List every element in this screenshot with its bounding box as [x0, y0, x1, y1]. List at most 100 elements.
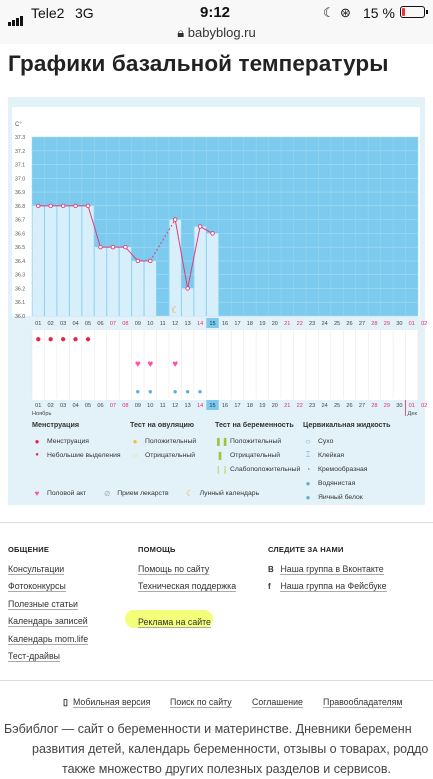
day-label: 01: [409, 321, 415, 327]
day-label: 05: [85, 321, 91, 327]
network-label: 3G: [75, 5, 94, 21]
moon-icon: ☾: [186, 488, 194, 498]
heart-icon: ♥: [135, 359, 141, 370]
month-label: Дек: [408, 411, 418, 417]
footer-link-facebook[interactable]: Наша группа на Фейсбуке: [280, 581, 387, 593]
day-label: 22: [297, 403, 303, 409]
day-label: 03: [60, 321, 66, 327]
day-label: 09: [135, 321, 141, 327]
day-label: 21: [284, 403, 290, 409]
day-label: 02: [421, 403, 427, 409]
y-tick-label: 36.2: [15, 286, 25, 292]
legend-label: Отрицательный: [230, 451, 281, 459]
footer-link-support[interactable]: Техническая поддержка: [138, 581, 237, 593]
footer-link-help[interactable]: Помощь по сайту: [138, 564, 210, 575]
footer-heading: ОБЩЕНИЕ: [8, 545, 50, 554]
day-label: 19: [259, 321, 265, 327]
legend-label: Сухо: [318, 437, 334, 445]
day-label: 10: [147, 321, 153, 327]
legend-label: Положительный: [145, 437, 197, 445]
url-bar[interactable]: 🔒︎ babyblog.ru: [0, 25, 433, 41]
temperature-bar: [132, 260, 144, 316]
day-label: 28: [371, 321, 377, 327]
footer-link-vk[interactable]: Наша группа в Вконтакте: [280, 564, 384, 575]
y-tick-label: 36.9: [15, 190, 25, 196]
events-area: [32, 330, 418, 400]
day-label: 17: [234, 403, 240, 409]
y-tick-label: 37.3: [15, 135, 25, 141]
temperature-point: [197, 224, 203, 229]
battery-icon: [400, 6, 428, 18]
bbt-chart[interactable]: 37.3 37.2 37.1 37.0 36.9 36.8 36.7 36.6 36.5 36.4…: [0, 0, 433, 520]
temperature-bar: [206, 233, 219, 316]
temperature-point: [110, 244, 116, 250]
footer-link-calendar[interactable]: Календарь записей: [8, 616, 88, 628]
status-bar: Tele2 3G 9:12 ☾ ⊛ 15 % 🔒︎ babyblog.ru: [0, 0, 433, 44]
temperature-bar: [94, 247, 107, 316]
drop-icon: ●: [34, 436, 40, 446]
legend-label: Клейкая: [318, 451, 345, 459]
y-tick-label: 36.8: [15, 204, 25, 210]
footer-link-ads[interactable]: Реклама на сайте: [138, 616, 211, 628]
vk-icon: B: [268, 565, 274, 574]
temperature-point: [98, 244, 103, 250]
day-label: 30: [396, 321, 402, 327]
circle-empty-icon: ○: [132, 450, 138, 460]
legend-pregnancy: Тест на беременность ❚❚ Положительный ❚ От…: [215, 420, 300, 476]
day-label: 26: [346, 321, 352, 327]
day-label: 30: [396, 403, 402, 409]
dry-icon: ○: [305, 436, 311, 446]
heart-icon: ♥: [172, 359, 178, 370]
legend-bottom: ♥ Половой акт ⊘ Прием лекарств ☾ Лунный кал…: [32, 486, 260, 500]
legend-label: Отрицательный: [145, 451, 196, 459]
day-label: 12: [172, 403, 178, 409]
footer-heading: ПОМОЩЬ: [138, 545, 176, 554]
day-label: 24: [321, 403, 327, 409]
temperature-point: [73, 203, 78, 209]
day-label: 27: [359, 321, 365, 327]
day-label: 11: [160, 321, 166, 327]
day-label: 28: [371, 403, 377, 409]
y-tick-label: 36.4: [15, 259, 25, 265]
mobile-icon: ▯: [63, 697, 68, 707]
divider: [0, 522, 433, 523]
cervical-icon: ●: [135, 387, 140, 396]
temperature-bar: [194, 226, 206, 316]
cervical-icon: ●: [173, 387, 178, 396]
temperature-point: [35, 203, 41, 209]
temperature-point: [48, 203, 53, 209]
link-agreement[interactable]: Соглашение: [252, 697, 303, 708]
legend-label: Слабоположительный: [230, 465, 301, 473]
day-label: 01: [35, 321, 41, 327]
description-line: развития детей, календарь беременности, …: [32, 742, 429, 756]
legend-heading: Тест на овуляцию: [130, 420, 195, 429]
footer-link-consultations[interactable]: Консультации: [8, 564, 65, 575]
creamy-icon: ◔: [305, 464, 311, 474]
footer-link-momlife[interactable]: Календарь mom.life: [8, 633, 89, 645]
day-label: 14: [197, 321, 203, 327]
day-label: 04: [72, 321, 78, 327]
footer-link-photo-contests[interactable]: Фотоконкурсы: [8, 581, 66, 593]
link-site-search[interactable]: Поиск по сайту: [170, 697, 232, 708]
day-label: 07: [110, 321, 116, 327]
day-label: 04: [72, 403, 78, 409]
temperature-point: [60, 203, 66, 209]
legend-label: Водянистая: [318, 479, 356, 487]
faint-lines-icon: ❙❙: [215, 464, 229, 474]
day-label: 11: [160, 403, 166, 409]
footer-link-test-drives[interactable]: Тест-драйвы: [8, 650, 60, 662]
day-label: 14: [197, 403, 203, 409]
day-label: 06: [97, 321, 103, 327]
link-copyright[interactable]: Правообладателям: [323, 697, 403, 708]
link-mobile-version[interactable]: Мобильная версия: [73, 697, 151, 708]
description-line: также множество других полезных разделов…: [62, 762, 391, 776]
month-label: Ноябрь: [32, 411, 51, 417]
day-label: 29: [384, 403, 390, 409]
moon-icon: ☾: [323, 5, 335, 20]
legend-label: Прием лекарств: [117, 489, 169, 497]
footer-link-articles[interactable]: Полезные статьи: [8, 598, 78, 610]
temperature-bar: [181, 288, 194, 316]
y-tick-label: 36.5: [15, 245, 25, 251]
day-label: 07: [110, 403, 116, 409]
day-label: 20: [272, 403, 278, 409]
